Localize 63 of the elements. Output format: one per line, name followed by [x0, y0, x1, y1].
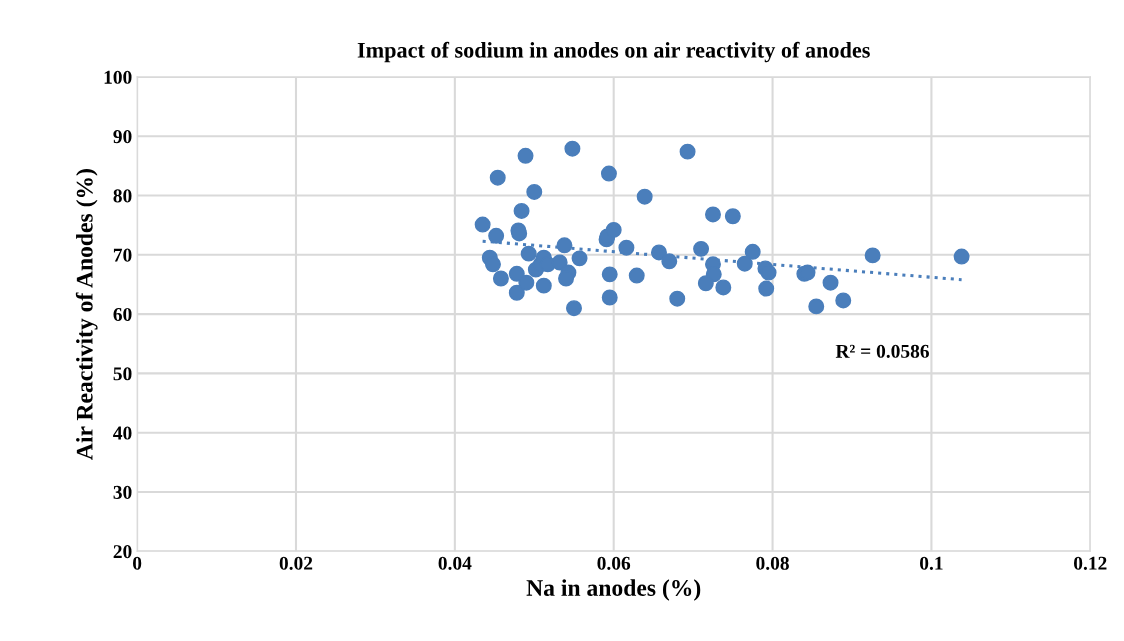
point — [705, 206, 721, 223]
chart-title: Impact of sodium in anodes on air reactivity of anodes — [357, 41, 870, 63]
point — [808, 298, 825, 315]
point — [669, 290, 686, 307]
point — [526, 183, 543, 200]
y-tick-label: 80 — [113, 189, 132, 203]
point — [556, 237, 573, 254]
point — [864, 247, 881, 264]
point — [571, 250, 588, 267]
y-tick-label: 90 — [113, 130, 132, 144]
x-tick-label: 0.1 — [920, 556, 943, 570]
point — [601, 266, 618, 283]
point — [651, 244, 667, 261]
y-tick-label: 40 — [113, 426, 132, 440]
point — [953, 248, 970, 265]
y-tick-label: 20 — [113, 545, 132, 559]
point — [618, 239, 635, 256]
point — [628, 267, 645, 284]
point — [636, 188, 653, 205]
x-tick-label: 0.02 — [279, 556, 313, 570]
y-tick-label: 60 — [113, 307, 132, 322]
point — [488, 227, 505, 244]
point — [697, 275, 714, 292]
x-tick-label: 0 — [133, 556, 142, 570]
point — [513, 202, 530, 219]
point — [679, 143, 696, 160]
y-tick-label: 50 — [113, 367, 132, 381]
y-axis-title: Air Reactivity of Anodes (%) — [75, 169, 98, 460]
point — [822, 274, 839, 291]
point — [489, 169, 506, 186]
x-tick-label: 0.12 — [1074, 556, 1107, 570]
y-tick-label: 70 — [113, 248, 132, 262]
point — [520, 245, 537, 262]
point — [484, 256, 501, 273]
point — [605, 221, 622, 238]
point — [474, 216, 491, 233]
y-tick-label: 100 — [104, 70, 132, 84]
point — [508, 284, 525, 301]
point — [693, 240, 710, 257]
point — [517, 147, 534, 164]
point — [558, 270, 575, 287]
point — [724, 208, 741, 225]
point — [744, 243, 761, 260]
point — [758, 280, 775, 297]
point — [835, 292, 852, 309]
y-tick-label: 30 — [113, 485, 132, 499]
annotation: R² = 0.0586 — [835, 344, 929, 358]
point — [535, 277, 552, 294]
point — [736, 255, 753, 272]
point — [564, 140, 581, 157]
x-tick-label: 0.06 — [597, 556, 631, 570]
point — [508, 265, 525, 282]
x-tick-label: 0.04 — [438, 556, 472, 570]
point — [661, 253, 678, 270]
point — [566, 300, 582, 317]
point — [601, 289, 618, 306]
point — [760, 264, 777, 281]
x-tick-label: 0.08 — [756, 556, 789, 570]
point — [492, 270, 509, 287]
point — [518, 274, 535, 291]
x-axis-title: Na in anodes (%) — [526, 579, 701, 601]
point — [715, 279, 732, 296]
point — [600, 165, 617, 182]
